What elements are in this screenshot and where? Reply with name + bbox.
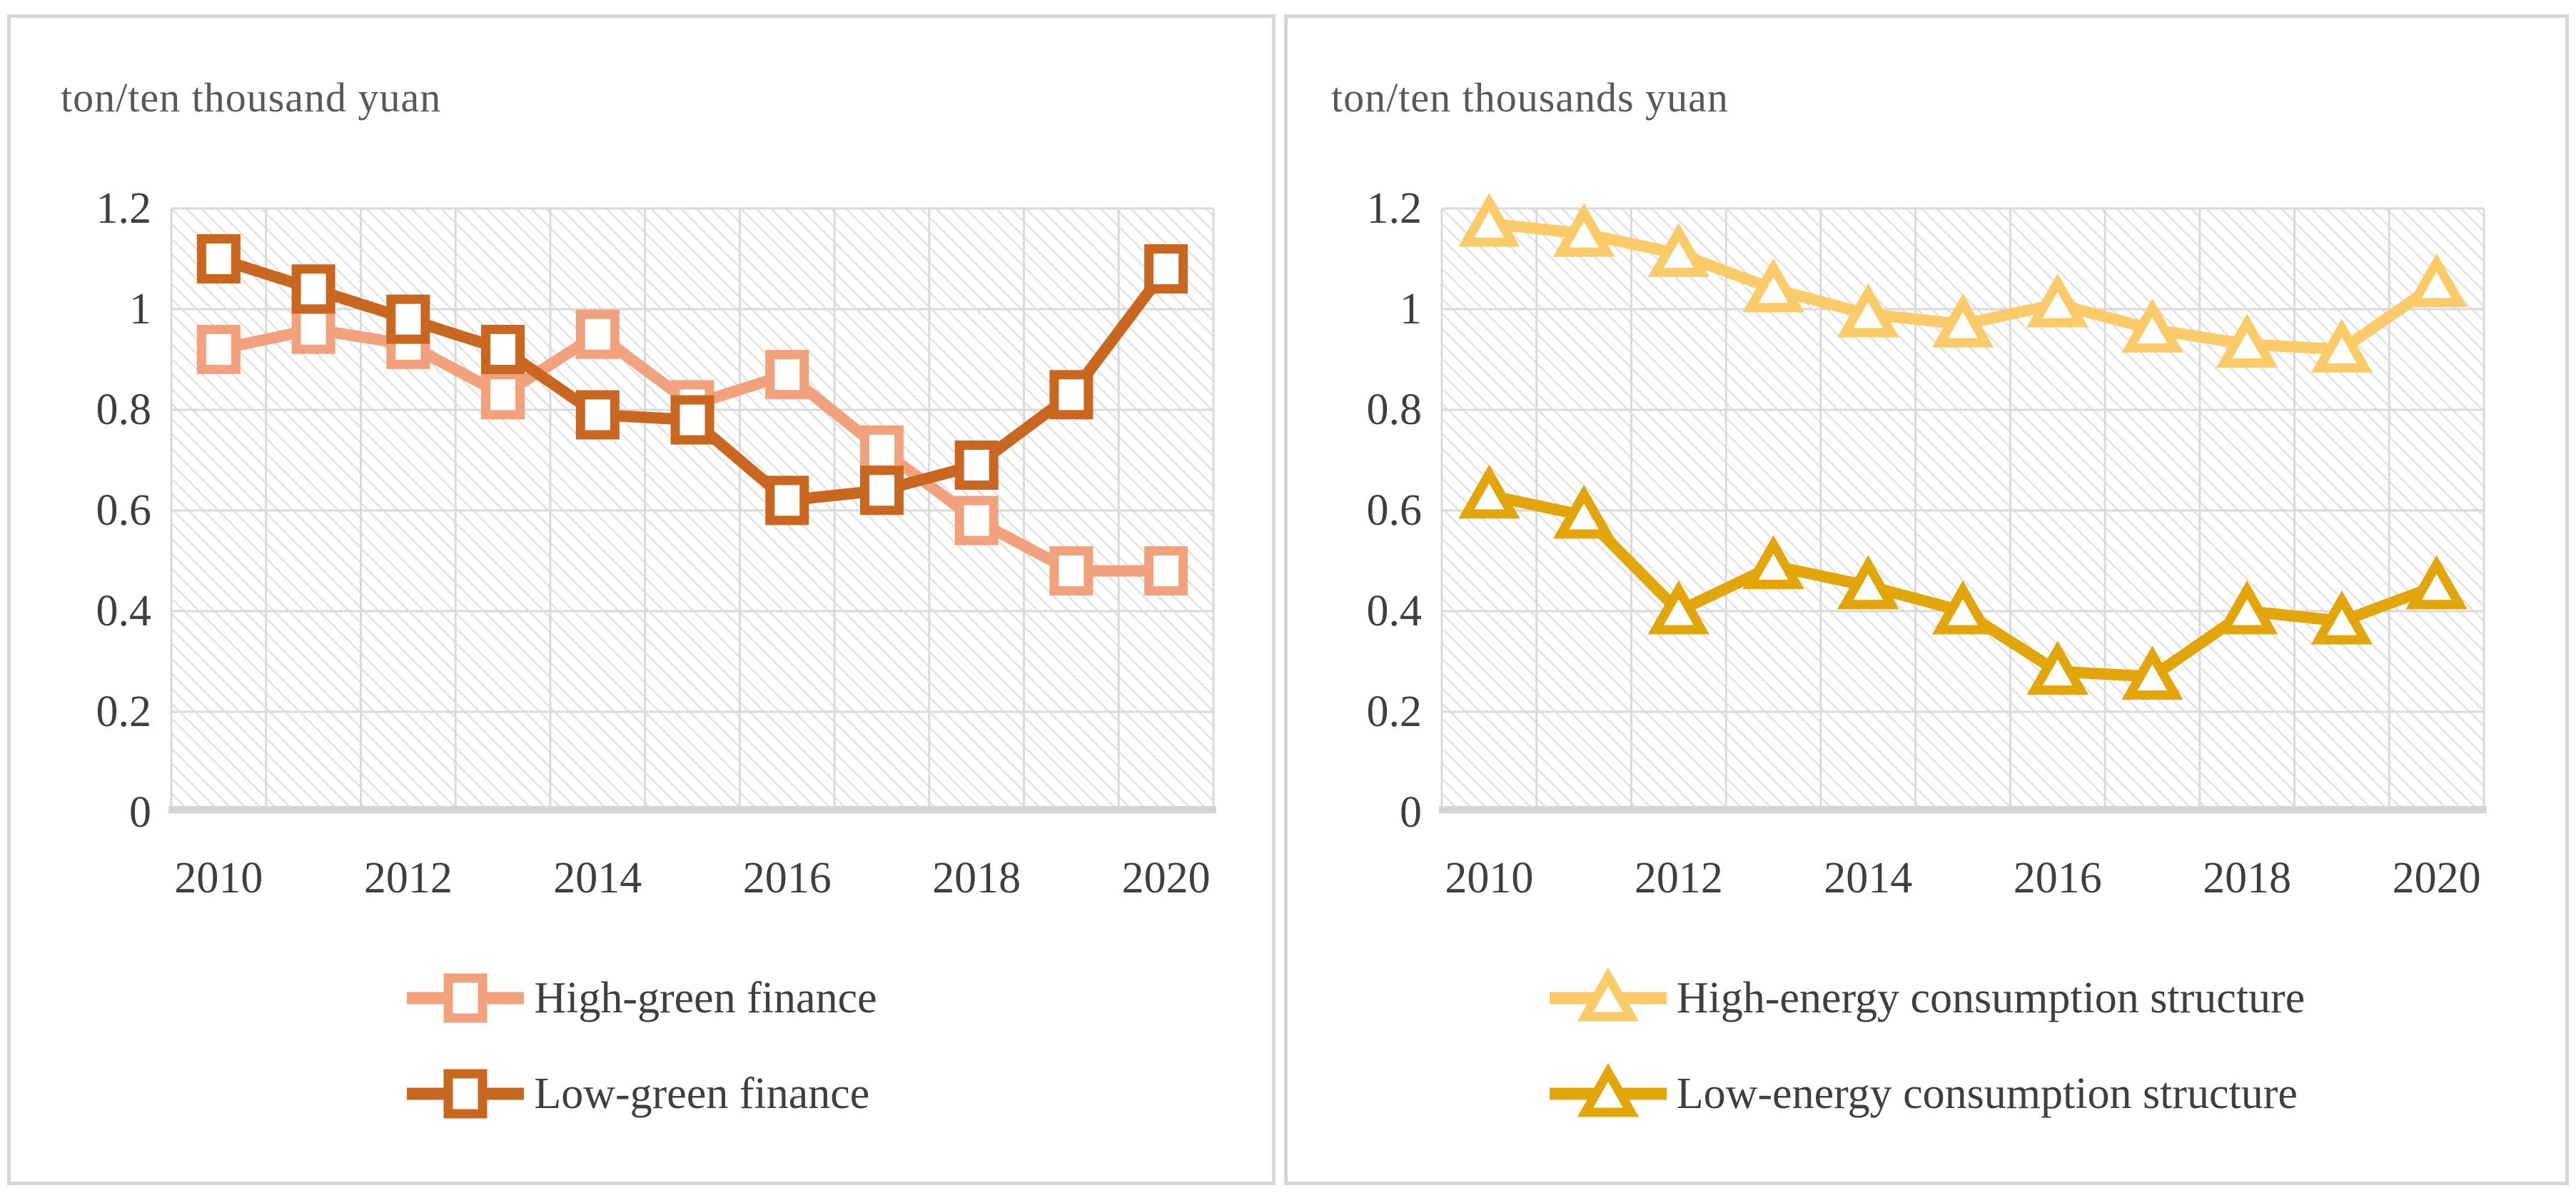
- x-axis-tick-label: 2012: [1634, 854, 1723, 902]
- triangle-marker-icon: [1549, 967, 1667, 1022]
- y-axis-tick-label: 0.2: [96, 688, 152, 736]
- x-axis-tick-label: 2010: [174, 854, 263, 902]
- y-axis-tick-label: 0.4: [96, 587, 152, 635]
- legend-label: Low-energy consumption structure: [1676, 1069, 2298, 1118]
- x-axis-tick-label: 2020: [1121, 854, 1211, 902]
- series-markers: [1458, 193, 2468, 373]
- x-axis-tick-label: 2016: [2013, 854, 2102, 902]
- plot-area-canvas: [1439, 193, 2487, 814]
- square-marker-icon: [407, 973, 525, 1023]
- chart-title: ton/ten thousands yuan: [1331, 74, 1729, 121]
- legend-item: High-green finance: [405, 968, 877, 1028]
- x-axis-tick-label: 2012: [363, 854, 453, 902]
- plot-area-canvas: [168, 207, 1216, 814]
- y-axis-tick-label: 1: [1400, 285, 1422, 333]
- y-axis-tick-label: 1: [129, 285, 151, 333]
- y-axis-tick-label: 0.4: [1366, 587, 1423, 635]
- y-axis-tick-label: 0.8: [96, 386, 152, 434]
- square-marker-icon: [407, 1069, 525, 1119]
- x-axis-tick-label: 2014: [1824, 854, 1913, 902]
- y-axis-tick-label: 0: [129, 788, 151, 837]
- x-axis-tick-label: 2018: [932, 854, 1021, 902]
- series-markers: [1458, 464, 2468, 700]
- chart-panel-energy-structure: ton/ten thousands yuan 1.2 1 0.8 0.6 0.4 0.2 0…: [1284, 14, 2569, 1185]
- x-axis-tick-label: 2014: [553, 854, 642, 902]
- x-axis-tick-label: 2010: [1445, 854, 1534, 902]
- legend: High-green finance Low-green finance: [11, 968, 1272, 1124]
- y-axis-tick-label: 1.2: [96, 184, 152, 233]
- legend-label: High-green finance: [534, 974, 877, 1022]
- legend-label: High-energy consumption structure: [1676, 974, 2305, 1022]
- y-axis-tick-label: 0.6: [96, 486, 152, 535]
- series-markers: [196, 234, 1188, 525]
- chart-title: ton/ten thousand yuan: [61, 74, 442, 121]
- y-axis-tick-label: 0: [1400, 788, 1422, 837]
- y-axis-tick-label: 1.2: [1366, 184, 1423, 233]
- y-axis-tick-label: 0.2: [1366, 688, 1423, 736]
- series-markers: [196, 304, 1188, 596]
- legend-item: High-energy consumption structure: [1548, 967, 2305, 1028]
- y-axis-tick-label: 0.8: [1366, 386, 1423, 434]
- legend-label: Low-green finance: [534, 1069, 870, 1118]
- legend-item: Low-green finance: [405, 1064, 869, 1124]
- x-axis-tick-label: 2018: [2203, 854, 2292, 902]
- x-axis-tick-label: 2020: [2392, 854, 2481, 902]
- legend-item: Low-energy consumption structure: [1548, 1062, 2298, 1124]
- chart-panel-green-finance: ton/ten thousand yuan 1.2 1 0.8 0.6 0.4 0.2 0 2…: [7, 14, 1276, 1185]
- x-axis-tick-label: 2016: [742, 854, 832, 902]
- legend: High-energy consumption structure Low-ene…: [1288, 967, 2565, 1124]
- y-axis-tick-label: 0.6: [1366, 486, 1423, 535]
- triangle-marker-icon: [1549, 1062, 1667, 1117]
